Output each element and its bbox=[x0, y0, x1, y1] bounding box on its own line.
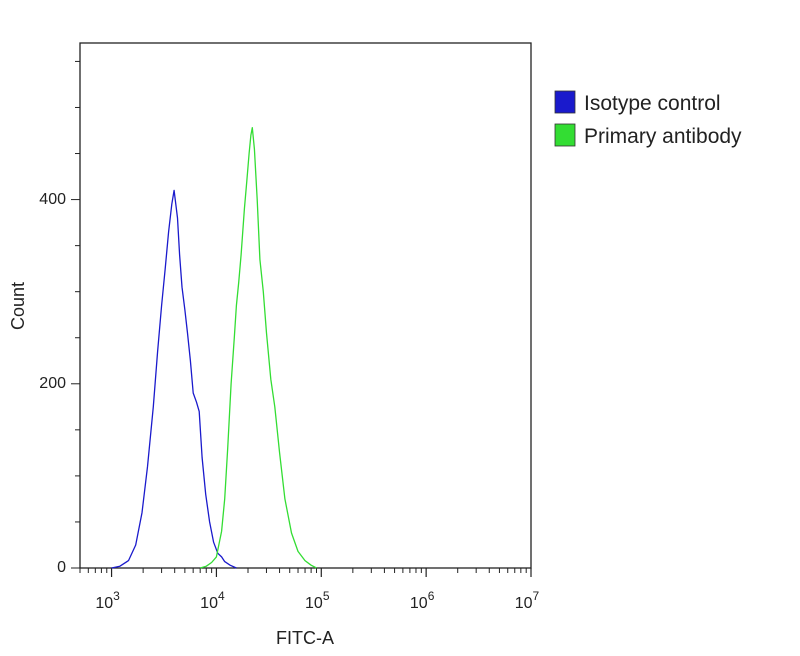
legend-label-isotype: Isotype control bbox=[584, 92, 721, 115]
x-tick-label: 104 bbox=[200, 589, 225, 612]
legend: Isotype control Primary antibody bbox=[554, 90, 742, 148]
x-axis-tick-labels: 103 104 105 106 107 bbox=[95, 589, 539, 612]
legend-swatch-primary bbox=[554, 123, 576, 147]
x-tick-label: 105 bbox=[305, 589, 330, 612]
series-layer bbox=[111, 127, 317, 569]
series-line-1 bbox=[200, 127, 317, 569]
y-tick-label: 400 bbox=[39, 191, 66, 208]
y-axis-ticks bbox=[71, 60, 80, 569]
legend-label-primary: Primary antibody bbox=[584, 125, 742, 148]
y-axis-tick-labels: 0 200 400 bbox=[39, 191, 66, 576]
y-axis-title: Count bbox=[8, 282, 28, 330]
y-tick-label: 200 bbox=[39, 375, 66, 392]
plot-frame bbox=[79, 42, 532, 569]
x-tick-label: 106 bbox=[410, 589, 435, 612]
legend-swatch-isotype bbox=[554, 90, 576, 114]
x-tick-label: 107 bbox=[515, 589, 540, 612]
y-tick-label: 0 bbox=[57, 559, 66, 576]
x-axis-ticks bbox=[79, 568, 532, 577]
x-tick-label: 103 bbox=[95, 589, 120, 612]
series-line-0 bbox=[111, 189, 237, 569]
x-axis-title: FITC-A bbox=[276, 628, 334, 648]
